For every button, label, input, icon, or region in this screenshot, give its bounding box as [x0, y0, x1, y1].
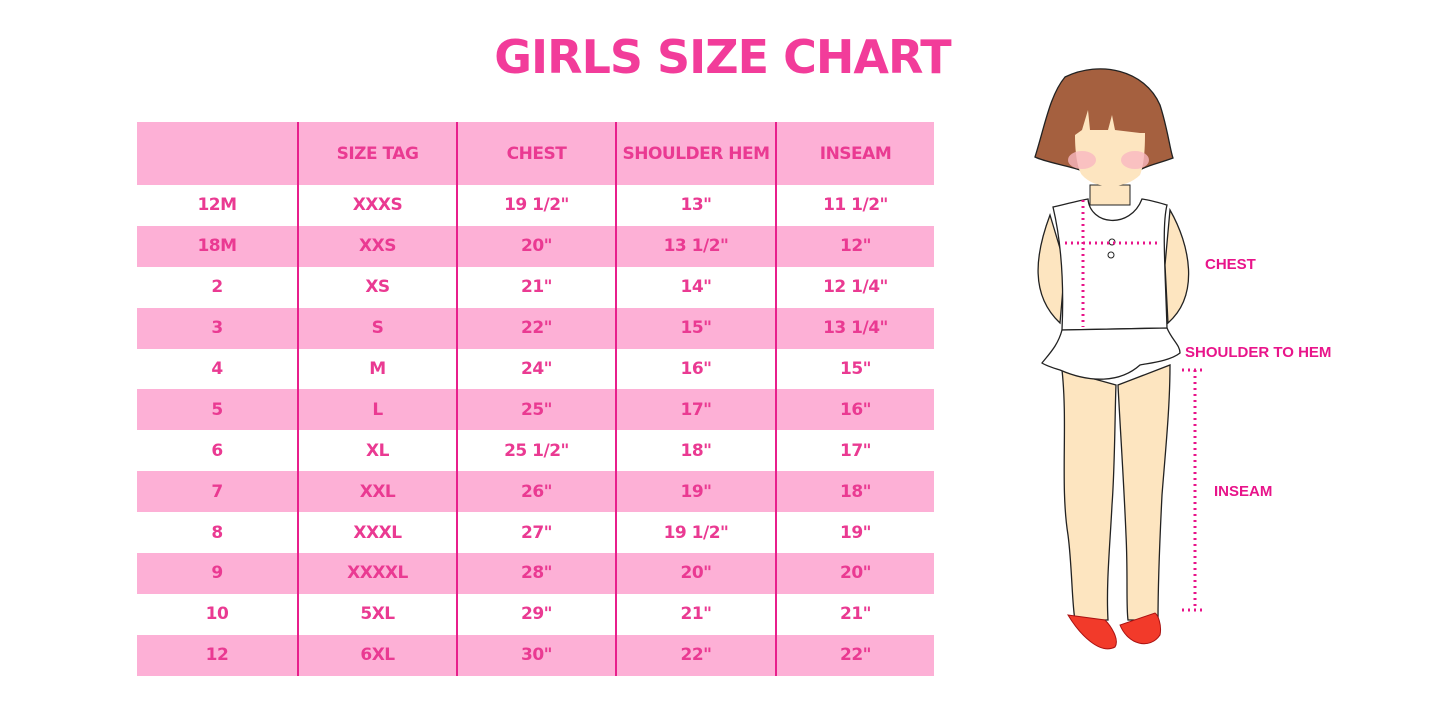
table-cell: 19 1/2" — [456, 185, 615, 226]
table-cell: 26" — [456, 471, 615, 513]
page-title: GIRLS SIZE CHART — [494, 30, 951, 84]
table-row: 6 XL 25 1/2" 18" 17" — [137, 430, 934, 472]
table-cell: 13 1/2" — [615, 225, 775, 267]
table-cell: S — [297, 307, 456, 349]
table-cell: 6XL — [297, 634, 456, 676]
table-cell: 20" — [456, 225, 615, 267]
column-header: SHOULDER HEM — [615, 122, 775, 185]
table-cell: M — [297, 348, 456, 390]
table-row: 4 M 24" 16" 15" — [137, 348, 934, 390]
table-row: 12 6XL 30" 22" 22" — [137, 634, 934, 676]
table-cell: 16" — [615, 348, 775, 390]
table-cell: 12" — [775, 225, 934, 267]
header-row: SIZE TAG CHEST SHOULDER HEM INSEAM — [137, 122, 934, 185]
table-row: 7 XXL 26" 19" 18" — [137, 471, 934, 513]
table-cell: 21" — [775, 593, 934, 635]
table-cell: 21" — [615, 593, 775, 635]
column-header: SIZE TAG — [297, 122, 456, 185]
table-row: 8 XXXL 27" 19 1/2" 19" — [137, 512, 934, 554]
table-row: 2 XS 21" 14" 12 1/4" — [137, 266, 934, 308]
table-cell: 30" — [456, 634, 615, 676]
table-cell: 12M — [197, 195, 237, 216]
table-cell: 18M — [197, 236, 237, 257]
table-cell: 10 — [205, 604, 229, 625]
column-header — [137, 122, 297, 185]
table-cell: 19 1/2" — [615, 512, 775, 554]
table-cell: 17" — [775, 430, 934, 472]
table-row: 5 L 25" 17" 16" — [137, 389, 934, 431]
table-cell: 18" — [775, 471, 934, 513]
column-header: INSEAM — [775, 122, 934, 185]
table-cell: 17" — [615, 389, 775, 431]
table-cell: 25 1/2" — [456, 430, 615, 472]
table-cell: 27" — [456, 512, 615, 554]
table-cell: 6 — [211, 440, 223, 461]
table-cell: L — [297, 389, 456, 431]
table-cell: 13 1/4" — [775, 307, 934, 349]
table-cell: 5 — [211, 399, 223, 420]
column-header: CHEST — [456, 122, 615, 185]
table-row: 12M XXXS 19 1/2" 13" 11 1/2" — [137, 185, 934, 226]
table-cell: 22" — [456, 307, 615, 349]
table-cell: XXL — [297, 471, 456, 513]
table-cell: 11 1/2" — [775, 185, 934, 226]
table-cell: 20" — [615, 553, 775, 594]
shoulder-to-hem-label: SHOULDER TO HEM — [1185, 344, 1332, 361]
table-cell: 20" — [775, 553, 934, 594]
table-cell: 22" — [615, 634, 775, 676]
table-cell: 16" — [775, 389, 934, 431]
table-cell: 8 — [211, 522, 223, 543]
table-cell: 15" — [775, 348, 934, 390]
table-cell: 28" — [456, 553, 615, 594]
table-cell: 3 — [211, 318, 223, 339]
table-cell: 12 — [205, 645, 229, 666]
size-table: SIZE TAG CHEST SHOULDER HEM INSEAM 12M XXXS 19… — [137, 122, 934, 676]
table-cell: XXXL — [297, 512, 456, 554]
table-row: 10 5XL 29" 21" 21" — [137, 593, 934, 635]
table-cell: 15" — [615, 307, 775, 349]
table-cell: 2 — [211, 277, 223, 298]
table-cell: 4 — [211, 359, 223, 379]
table-cell: 19" — [775, 512, 934, 554]
table-cell: 14" — [615, 266, 775, 308]
table-cell: 22" — [775, 634, 934, 676]
table-cell: 9 — [211, 563, 223, 584]
girl-illustration — [1034, 68, 1202, 650]
table-cell: 21" — [456, 266, 615, 308]
table-cell: XXXXL — [297, 553, 456, 594]
table-row: 3 S 22" 15" 13 1/4" — [137, 307, 934, 349]
table-cell: 13" — [615, 185, 775, 226]
table-cell: XL — [297, 430, 456, 472]
table-row: 18M XXS 20" 13 1/2" 12" — [137, 225, 934, 267]
table-cell: 12 1/4" — [775, 266, 934, 308]
table-cell: 25" — [456, 389, 615, 431]
chest-label: CHEST — [1205, 256, 1256, 273]
table-cell: XXS — [297, 225, 456, 267]
table-cell: 5XL — [297, 593, 456, 635]
table-cell: 29" — [456, 593, 615, 635]
table-cell: 7 — [211, 481, 223, 502]
table-cell: XXXS — [297, 185, 456, 226]
table-row: 9 XXXXL 28" 20" 20" — [137, 553, 934, 594]
table-cell: 24" — [456, 348, 615, 390]
table-cell: 18" — [615, 430, 775, 472]
table-cell: XS — [297, 266, 456, 308]
inseam-label: INSEAM — [1214, 483, 1273, 500]
table-cell: 19" — [615, 471, 775, 513]
